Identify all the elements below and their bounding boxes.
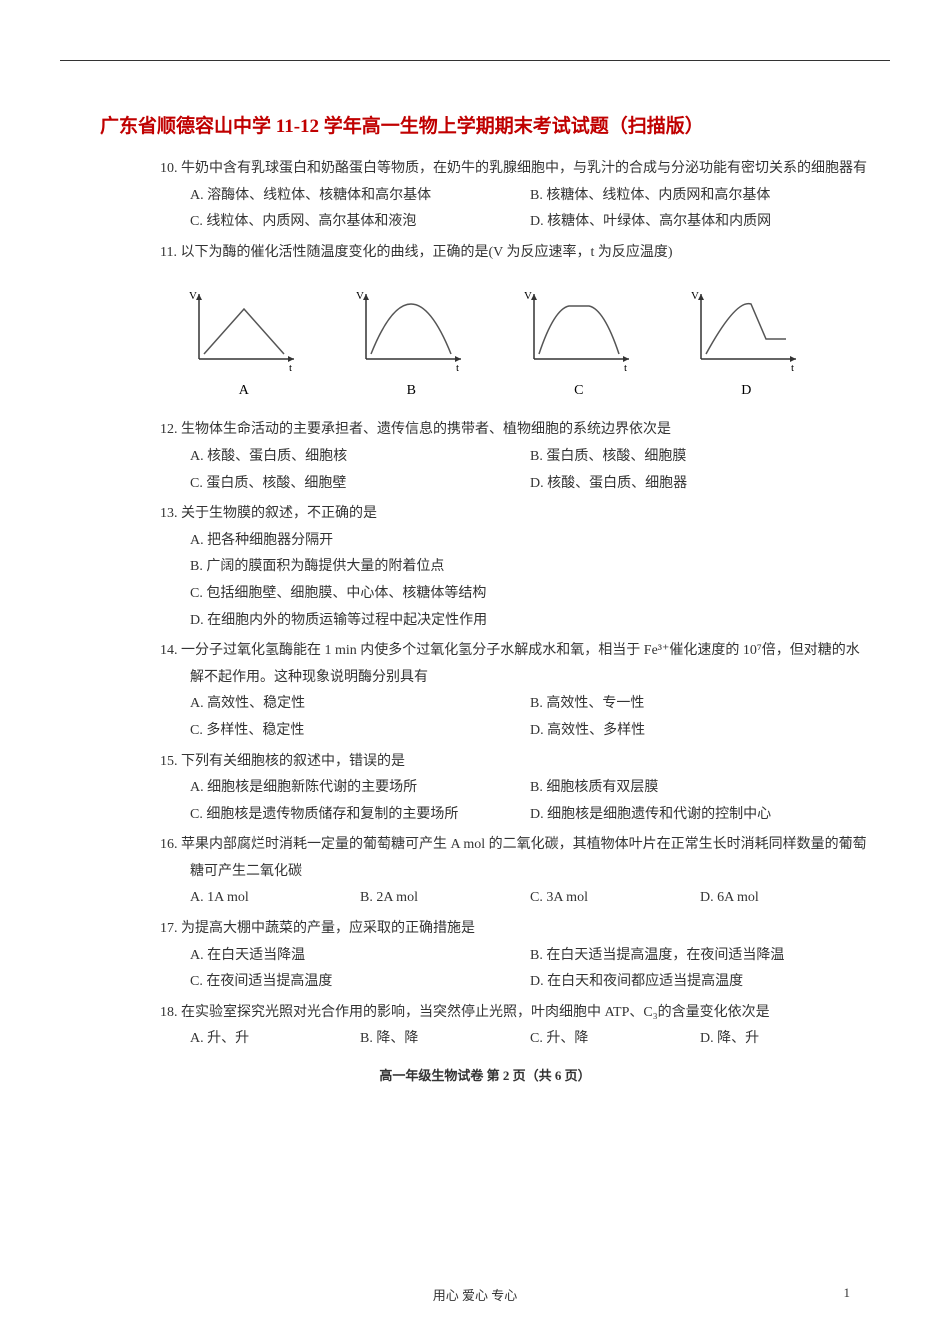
chart-d: V t D [676, 284, 816, 399]
svg-text:V: V [189, 290, 197, 302]
svg-text:V: V [524, 290, 532, 302]
option-18d: D. 降、升 [700, 1026, 870, 1053]
option-18b: B. 降、降 [360, 1026, 530, 1053]
question-11: 11. 以下为酶的催化活性随温度变化的曲线，正确的是(V 为反应速率，t 为反应… [100, 240, 870, 267]
question-14: 14. 一分子过氧化氢酶能在 1 min 内使多个过氧化氢分子水解成水和氧，相当… [100, 638, 870, 744]
option-10c: C. 线粒体、内质网、高尔基体和液泡 [190, 209, 530, 236]
option-16a: A. 1A mol [190, 885, 360, 912]
option-13b: B. 广阔的膜面积为酶提供大量的附着位点 [190, 554, 870, 581]
svg-text:t: t [624, 362, 627, 374]
exam-title: 广东省顺德容山中学 11-12 学年高一生物上学期期末考试试题（扫描版） [100, 111, 870, 138]
option-15d: D. 细胞核是细胞遗传和代谢的控制中心 [530, 802, 870, 829]
svg-text:t: t [791, 362, 794, 374]
option-17b: B. 在白天适当提高温度，在夜间适当降温 [530, 943, 870, 970]
option-16c: C. 3A mol [530, 885, 700, 912]
page-footer: 高一年级生物试卷 第 2 页（共 6 页） [100, 1065, 870, 1084]
bottom-footer: 用心 爱心 专心 1 [0, 1285, 950, 1304]
question-16: 16. 苹果内部腐烂时消耗一定量的葡萄糖可产生 A mol 的二氧化碳，其植物体… [100, 832, 870, 912]
chart-label-a: A [174, 383, 314, 399]
option-17d: D. 在白天和夜间都应适当提高温度 [530, 969, 870, 996]
svg-text:t: t [456, 362, 459, 374]
option-10a: A. 溶酶体、线粒体、核糖体和高尔基体 [190, 183, 530, 210]
chart-row: V t A V t B V t C [100, 274, 870, 409]
option-12d: D. 核酸、蛋白质、细胞器 [530, 471, 870, 498]
option-10d: D. 核糖体、叶绿体、高尔基体和内质网 [530, 209, 870, 236]
option-13a: A. 把各种细胞器分隔开 [190, 528, 870, 555]
option-13d: D. 在细胞内外的物质运输等过程中起决定性作用 [190, 608, 870, 635]
question-15: 15. 下列有关细胞核的叙述中，错误的是 A. 细胞核是细胞新陈代谢的主要场所 … [100, 749, 870, 829]
page-number: 1 [844, 1285, 851, 1301]
chart-label-d: D [676, 383, 816, 399]
option-18a: A. 升、升 [190, 1026, 360, 1053]
option-13c: C. 包括细胞壁、细胞膜、中心体、核糖体等结构 [190, 581, 870, 608]
chart-label-c: C [509, 383, 649, 399]
option-17c: C. 在夜间适当提高温度 [190, 969, 530, 996]
option-15c: C. 细胞核是遗传物质储存和复制的主要场所 [190, 802, 530, 829]
chart-b: V t B [341, 284, 481, 399]
chart-label-b: B [341, 383, 481, 399]
option-16d: D. 6A mol [700, 885, 870, 912]
question-13: 13. 关于生物膜的叙述，不正确的是 A. 把各种细胞器分隔开 B. 广阔的膜面… [100, 501, 870, 634]
option-14c: C. 多样性、稳定性 [190, 718, 530, 745]
option-14a: A. 高效性、稳定性 [190, 691, 530, 718]
question-18: 18. 在实验室探究光照对光合作用的影响，当突然停止光照，叶肉细胞中 ATP、C… [100, 1000, 870, 1053]
chart-c: V t C [509, 284, 649, 399]
svg-text:V: V [691, 290, 699, 302]
option-16b: B. 2A mol [360, 885, 530, 912]
option-17a: A. 在白天适当降温 [190, 943, 530, 970]
chart-a: V t A [174, 284, 314, 399]
option-14b: B. 高效性、专一性 [530, 691, 870, 718]
option-15a: A. 细胞核是细胞新陈代谢的主要场所 [190, 775, 530, 802]
question-17: 17. 为提高大棚中蔬菜的产量，应采取的正确措施是 A. 在白天适当降温 B. … [100, 916, 870, 996]
option-18c: C. 升、降 [530, 1026, 700, 1053]
option-14d: D. 高效性、多样性 [530, 718, 870, 745]
question-10: 10. 牛奶中含有乳球蛋白和奶酪蛋白等物质，在奶牛的乳腺细胞中，与乳汁的合成与分… [100, 156, 870, 236]
svg-text:V: V [356, 290, 364, 302]
svg-text:t: t [289, 362, 292, 374]
option-12c: C. 蛋白质、核酸、细胞壁 [190, 471, 530, 498]
option-12b: B. 蛋白质、核酸、细胞膜 [530, 444, 870, 471]
question-12: 12. 生物体生命活动的主要承担者、遗传信息的携带者、植物细胞的系统边界依次是 … [100, 417, 870, 497]
option-12a: A. 核酸、蛋白质、细胞核 [190, 444, 530, 471]
option-15b: B. 细胞核质有双层膜 [530, 775, 870, 802]
option-10b: B. 核糖体、线粒体、内质网和高尔基体 [530, 183, 870, 210]
